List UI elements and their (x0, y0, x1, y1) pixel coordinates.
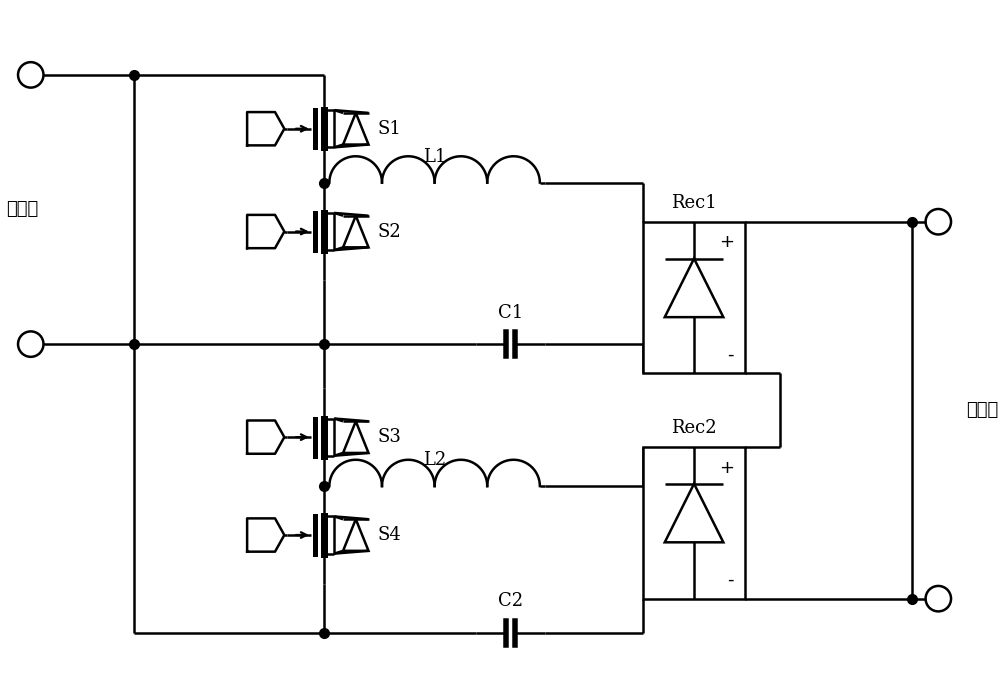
Text: Rec1: Rec1 (671, 194, 717, 212)
Bar (643, 222, 745, 373)
Text: +: + (719, 233, 734, 252)
Text: S3: S3 (377, 428, 401, 446)
Text: L2: L2 (423, 452, 446, 470)
Text: -: - (727, 571, 734, 589)
Text: Rec2: Rec2 (671, 419, 717, 437)
Text: +: + (719, 459, 734, 477)
Text: L1: L1 (423, 148, 446, 166)
Text: 输入端: 输入端 (6, 201, 39, 219)
Text: C2: C2 (498, 593, 523, 610)
Text: 输出端: 输出端 (966, 401, 998, 419)
Text: -: - (727, 346, 734, 363)
Text: S1: S1 (377, 120, 401, 138)
Bar (643, 447, 745, 598)
Text: S4: S4 (377, 526, 401, 544)
Text: S2: S2 (377, 222, 401, 240)
Text: C1: C1 (498, 303, 523, 322)
